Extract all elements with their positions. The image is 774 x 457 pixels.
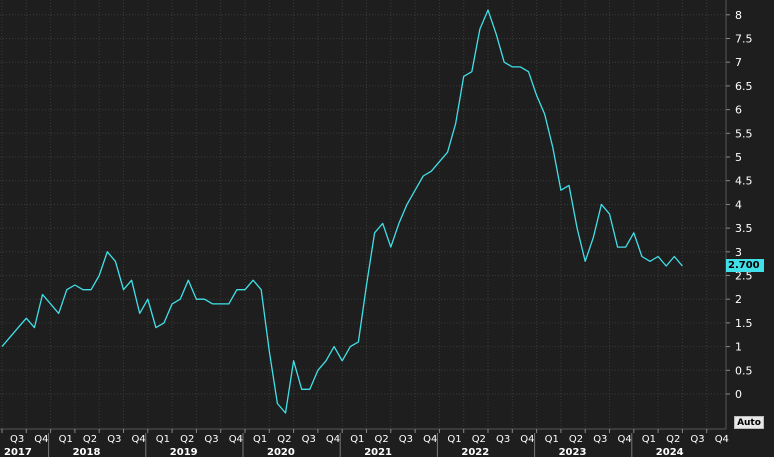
x-quarter-label: Q3 [496,434,510,445]
y-tick-label: 2.5 [735,270,753,283]
y-tick-label: 4.5 [735,175,753,188]
x-quarter-label: Q2 [180,434,194,445]
x-quarter-label: Q4 [34,434,48,445]
x-quarter-label: Q3 [399,434,413,445]
x-quarter-label: Q2 [83,434,97,445]
y-tick-label: 8 [735,9,742,22]
y-tick-label: 6.5 [735,80,753,93]
y-tick-label: 6 [735,104,742,117]
x-quarter-label: Q4 [423,434,437,445]
x-quarter-label: Q3 [690,434,704,445]
x-year-label: 2021 [364,447,392,457]
series-line [1,9,683,414]
x-quarter-label: Q4 [715,434,729,445]
y-tick-label: 2 [735,293,742,306]
y-tick-label: 5.5 [735,127,753,140]
gridlines [0,0,726,429]
x-quarter-label: Q4 [229,434,243,445]
x-quarter-label: Q4 [520,434,534,445]
x-quarter-label: Q1 [447,434,461,445]
x-quarter-label: Q4 [326,434,340,445]
series-group [1,9,683,414]
x-year-label: 2019 [170,447,198,457]
x-quarter-label: Q1 [156,434,170,445]
x-quarter-label: Q2 [472,434,486,445]
x-quarter-label: Q1 [59,434,73,445]
x-quarter-label: Q1 [350,434,364,445]
x-quarter-label: Q1 [253,434,267,445]
x-axis-ticks: Q3 Q4 Q1 Q2 Q3 Q4 Q1 Q2 Q3 Q4 Q1 Q2 Q3 Q4 Q1 Q2 Q3 Q4 Q1 Q2… [1,429,729,457]
x-year-label: 2024 [656,447,684,457]
y-tick-label: 7.5 [735,33,753,46]
x-year-label: 2018 [73,447,101,457]
x-year-label: 2022 [461,447,489,457]
y-tick-label: 5 [735,151,742,164]
x-quarter-label: Q2 [569,434,583,445]
y-tick-label: 1.5 [735,317,753,330]
x-quarter-label: Q4 [618,434,632,445]
x-year-label: 2023 [559,447,587,457]
y-tick-label: 7 [735,56,742,69]
y-tick-label: 0 [735,388,742,401]
x-quarter-label: Q1 [642,434,656,445]
y-tick-label: 3.5 [735,222,753,235]
x-quarter-label: Q3 [10,434,24,445]
x-quarter-label: Q4 [132,434,146,445]
x-quarter-label: Q3 [107,434,121,445]
x-year-label: 2020 [267,447,295,457]
x-quarter-label: Q2 [375,434,389,445]
y-tick-label: 3 [735,246,742,259]
x-quarter-label: Q2 [666,434,680,445]
last-value-label: 2.700 [726,259,764,272]
y-tick-label: 1 [735,341,742,354]
y-axis-ticks: 8 7.5 7 6.5 6 5.5 5 4.5 4 3.5 3 2.5 2 1.5 1 0.5 0 [726,9,753,401]
auto-scale-button[interactable]: Auto [734,416,764,429]
x-quarter-label: Q3 [204,434,218,445]
x-quarter-label: Q1 [545,434,559,445]
x-quarter-label: Q2 [277,434,291,445]
y-tick-label: 0.5 [735,364,753,377]
x-quarter-label: Q3 [302,434,316,445]
y-tick-label: 4 [735,198,742,211]
x-year-label: 2017 [4,447,32,457]
x-quarter-label: Q3 [593,434,607,445]
